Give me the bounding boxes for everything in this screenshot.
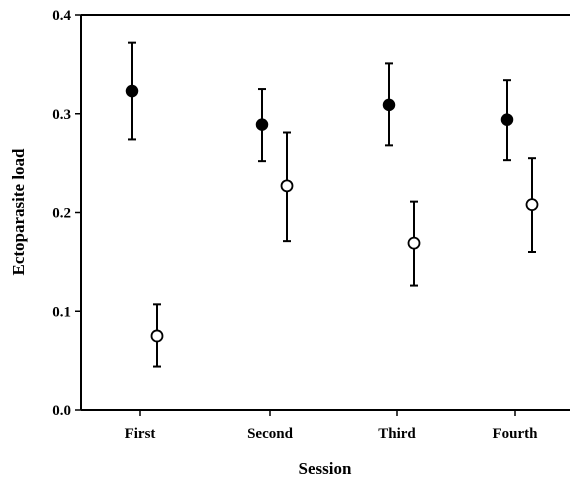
axes [80, 14, 570, 411]
x-ticks: First Second Third Fourth [125, 410, 539, 442]
data-point-filled [125, 84, 139, 98]
y-tick-label: 0.3 [52, 107, 71, 123]
data-point-open [150, 329, 164, 343]
x-tick-label: First [125, 426, 156, 442]
x-tick-label: Third [378, 426, 416, 442]
data-point-filled [255, 118, 269, 131]
data-point-filled [382, 98, 396, 112]
data-point-open [525, 198, 539, 212]
data-point-open [280, 179, 294, 193]
y-ticks: 0.0 0.1 0.2 0.3 0.4 [52, 8, 81, 419]
x-axis-title: Session [299, 459, 352, 478]
x-tick-label: Second [247, 426, 294, 442]
y-tick-label: 0.1 [52, 304, 71, 320]
data-marks [125, 41, 539, 368]
x-tick-label: Fourth [493, 426, 539, 442]
data-point-open [407, 236, 421, 250]
y-tick-label: 0.4 [52, 8, 71, 24]
data-point-filled [500, 113, 514, 126]
y-axis-title: Ectoparasite load [9, 148, 28, 276]
y-tick-label: 0.0 [52, 403, 71, 419]
y-tick-label: 0.2 [52, 206, 71, 222]
